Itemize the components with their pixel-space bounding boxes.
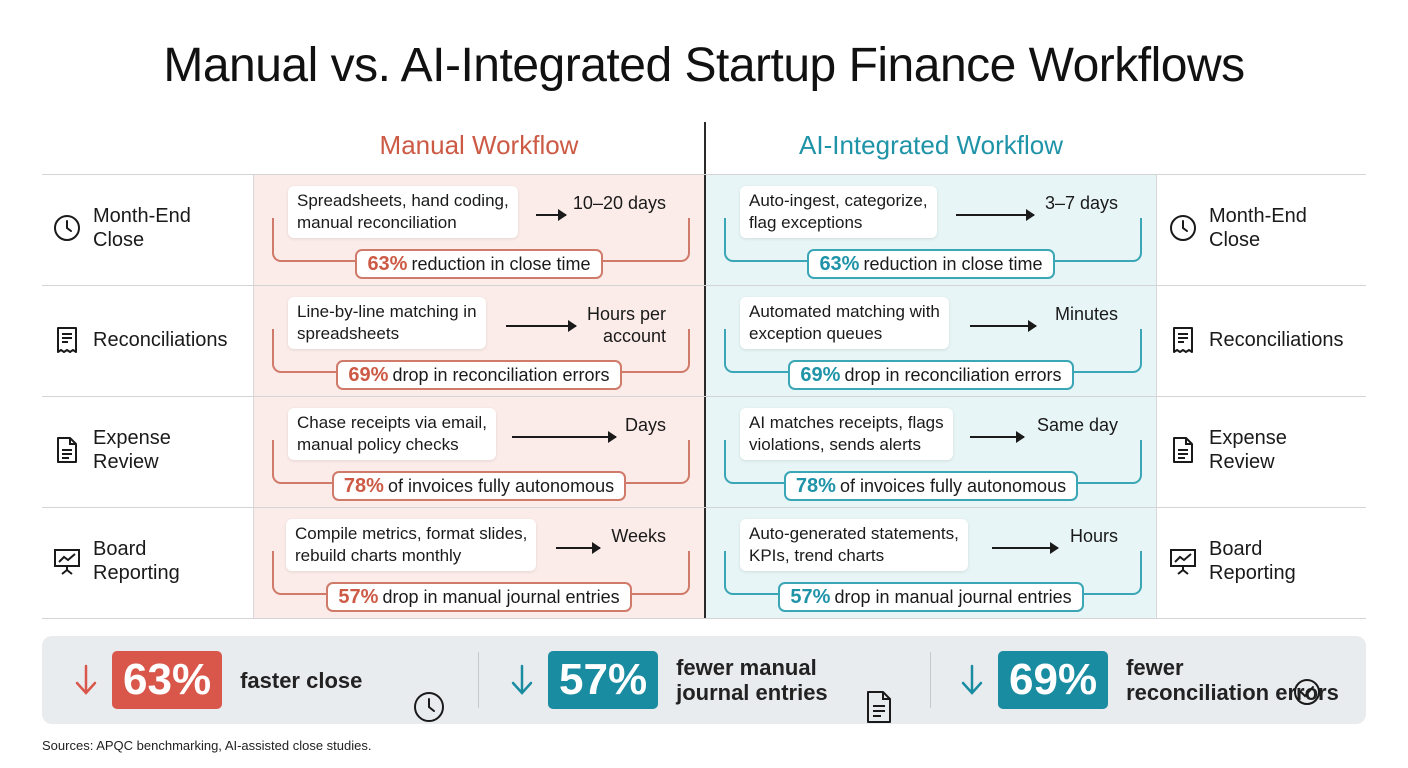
- summary-kpi-faster-close: 63% faster close: [74, 636, 362, 724]
- check-circle-icon: [1292, 648, 1322, 736]
- manual-cell: Spreadsheets, hand coding, manual reconci…: [254, 174, 704, 285]
- sources-note: Sources: APQC benchmarking, AI-assisted …: [42, 738, 372, 753]
- summary-value: 57%: [548, 651, 659, 709]
- time-result: Minutes: [1054, 304, 1118, 324]
- arrow-down-icon: [510, 662, 534, 698]
- arrow-icon: [970, 320, 1037, 332]
- time-result: 3–7 days: [1044, 193, 1118, 213]
- arrow-icon: [556, 542, 601, 554]
- process-description: Compile metrics, format slides, rebuild c…: [286, 519, 537, 571]
- time-result: Weeks: [611, 526, 666, 546]
- row-label: Expense Review: [52, 426, 171, 474]
- row-label: Reconciliations: [52, 325, 228, 355]
- arrow-icon: [512, 431, 617, 443]
- clock-icon: [412, 663, 446, 751]
- ai-cell: Automated matching with exception queues …: [706, 285, 1156, 396]
- stat-badge: 78% of invoices fully autonomous: [706, 471, 1156, 501]
- summary-divider: [478, 652, 479, 708]
- row-label: Board Reporting: [1168, 537, 1296, 585]
- process-description: Automated matching with exception queues: [740, 297, 949, 349]
- row-divider: [42, 174, 1366, 175]
- stat-badge: 63% reduction in close time: [706, 249, 1156, 279]
- row-divider: [42, 507, 1366, 508]
- workflow-row-board-reporting: Board Reporting Compile metrics, format s…: [0, 507, 1408, 618]
- manual-column-header: Manual Workflow: [379, 130, 579, 160]
- manual-cell: Line-by-line matching in spreadsheets Hou…: [254, 285, 704, 396]
- presentation-chart-icon: [1168, 546, 1198, 576]
- summary-kpi-reconciliation-errors: 69% fewer reconciliation errors: [960, 636, 1339, 724]
- summary-text: faster close: [240, 667, 363, 693]
- arrow-down-icon: [960, 662, 984, 698]
- arrow-icon: [970, 431, 1025, 443]
- ai-cell: Auto-generated statements, KPIs, trend ch…: [706, 507, 1156, 618]
- presentation-chart-icon: [52, 546, 82, 576]
- arrow-icon: [536, 209, 567, 221]
- process-description: Spreadsheets, hand coding, manual reconci…: [288, 186, 518, 238]
- document-icon: [52, 435, 82, 465]
- process-description: Auto-ingest, categorize, flag exceptions: [740, 186, 937, 238]
- process-description: Line-by-line matching in spreadsheets: [288, 297, 486, 349]
- process-description: AI matches receipts, flags violations, se…: [740, 408, 953, 460]
- clock-icon: [1168, 213, 1198, 243]
- row-label: Expense Review: [1168, 426, 1287, 474]
- row-label-line2: Review: [93, 451, 159, 473]
- stat-badge: 57% drop in manual journal entries: [706, 582, 1156, 612]
- time-result: Same day: [1036, 415, 1118, 435]
- summary-kpi-journal-entries: 57% fewer manual journal entries: [510, 636, 828, 724]
- document-icon: [864, 663, 894, 751]
- workflow-row-reconciliations: Reconciliations Line-by-line matching in…: [0, 285, 1408, 396]
- workflow-row-month-end-close: Month-End Close Spreadsheets, hand coding…: [0, 174, 1408, 285]
- summary-bar: 63% faster close 57% fewer manual journal…: [42, 636, 1366, 724]
- process-description: Auto-generated statements, KPIs, trend ch…: [740, 519, 968, 571]
- receipt-icon: [1168, 325, 1198, 355]
- document-icon: [1168, 435, 1198, 465]
- summary-value: 69%: [998, 651, 1109, 709]
- summary-divider: [930, 652, 931, 708]
- ai-column-header: AI-Integrated Workflow: [799, 130, 1063, 160]
- manual-cell: Compile metrics, format slides, rebuild c…: [254, 507, 704, 618]
- stat-badge: 69% drop in reconciliation errors: [706, 360, 1156, 390]
- stat-badge: 78% of invoices fully autonomous: [254, 471, 704, 501]
- row-divider: [42, 396, 1366, 397]
- summary-text: fewer manual journal entries: [676, 655, 828, 705]
- arrow-icon: [992, 542, 1059, 554]
- summary-value: 63%: [112, 651, 223, 709]
- row-label-line2: Close: [93, 229, 145, 251]
- stat-badge: 63% reduction in close time: [254, 249, 704, 279]
- row-label: Reconciliations: [1168, 325, 1344, 355]
- stat-badge: 69% drop in reconciliation errors: [254, 360, 704, 390]
- workflow-row-expense-review: Expense Review Chase receipts via email, m…: [0, 396, 1408, 507]
- ai-cell: Auto-ingest, categorize, flag exceptions …: [706, 174, 1156, 285]
- page-title: Manual vs. AI-Integrated Startup Finance…: [163, 39, 1245, 92]
- summary-text: fewer reconciliation errors: [1126, 655, 1339, 705]
- row-label: Board Reporting: [52, 537, 180, 585]
- arrow-icon: [956, 209, 1035, 221]
- clock-icon: [52, 213, 82, 243]
- ai-cell: AI matches receipts, flags violations, se…: [706, 396, 1156, 507]
- row-label-line1: Month-End: [93, 205, 191, 227]
- time-result: 10–20 days: [572, 193, 666, 213]
- stat-badge: 57% drop in manual journal entries: [254, 582, 704, 612]
- row-label: Month-End Close: [52, 204, 191, 252]
- row-label-line1: Reconciliations: [93, 329, 228, 351]
- row-label: Month-End Close: [1168, 204, 1307, 252]
- time-result: Hours: [1069, 526, 1118, 546]
- row-label-line2: Reporting: [93, 562, 180, 584]
- time-result: Hours per account: [586, 304, 666, 346]
- row-label-line1: Expense: [93, 427, 171, 449]
- manual-cell: Chase receipts via email, manual policy c…: [254, 396, 704, 507]
- process-description: Chase receipts via email, manual policy c…: [288, 408, 496, 460]
- receipt-icon: [52, 325, 82, 355]
- arrow-icon: [506, 320, 577, 332]
- row-label-line1: Board: [93, 538, 147, 560]
- center-divider: [704, 122, 706, 618]
- row-divider: [42, 285, 1366, 286]
- time-result: Days: [624, 415, 666, 435]
- arrow-down-icon: [74, 662, 98, 698]
- row-divider: [42, 618, 1366, 619]
